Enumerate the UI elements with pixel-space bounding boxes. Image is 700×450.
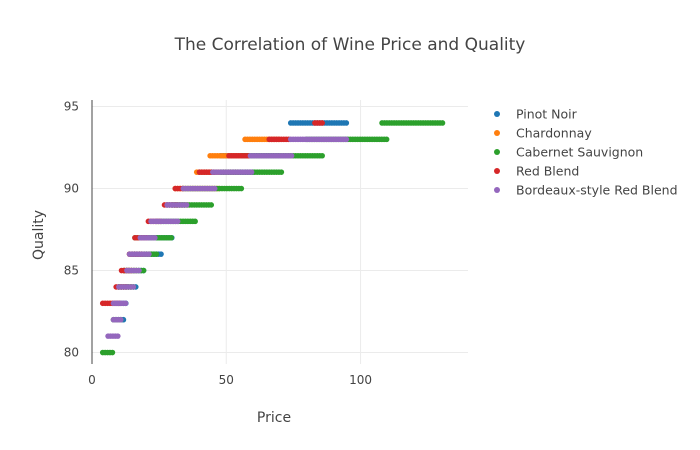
legend-item[interactable]: Pinot Noir (494, 107, 578, 122)
legend-label: Cabernet Sauvignon (516, 145, 643, 160)
series-bordeaux-style-red-blend (105, 136, 350, 339)
data-point (183, 202, 190, 208)
data-point (114, 333, 121, 339)
axis-layer: 0 50 100 80 85 90 95 (64, 100, 372, 387)
grid-layer (92, 100, 468, 364)
data-point (109, 349, 116, 356)
data-point (439, 120, 446, 126)
legend-item[interactable]: Red Blend (494, 164, 579, 179)
data-point (174, 218, 181, 225)
data-point (288, 152, 295, 159)
data-point (130, 284, 137, 290)
legend-label: Red Blend (516, 164, 579, 179)
legend-marker (494, 130, 500, 136)
chart-title: The Correlation of Wine Price and Qualit… (174, 35, 526, 55)
legend-label: Pinot Noir (516, 107, 578, 122)
series-chardonnay (116, 136, 282, 290)
x-tick-label: 100 (349, 373, 372, 387)
data-point (319, 152, 325, 159)
y-axis-title: Quality (31, 210, 47, 260)
legend-item[interactable]: Cabernet Sauvignon (494, 145, 643, 160)
legend: Pinot Noir Chardonnay Cabernet Sauvignon Re… (494, 107, 678, 198)
data-point (343, 136, 350, 143)
data-point (152, 234, 158, 241)
legend-marker (494, 149, 500, 155)
data-point (208, 202, 215, 208)
data-point (117, 316, 124, 323)
y-tick-label: 85 (64, 264, 79, 278)
data-point (140, 267, 147, 274)
y-tick-label: 95 (64, 100, 79, 114)
legend-label: Chardonnay (516, 126, 592, 141)
y-tick-label: 90 (64, 182, 79, 196)
data-point (238, 185, 245, 192)
points-layer (99, 120, 446, 356)
legend-marker (494, 187, 500, 193)
data-point (278, 169, 285, 175)
legend-marker (494, 111, 500, 117)
legend-item[interactable]: Chardonnay (494, 126, 592, 141)
x-axis-title: Price (257, 410, 291, 426)
data-point (153, 251, 160, 257)
data-point (168, 234, 175, 241)
data-point (343, 120, 350, 126)
legend-marker (494, 168, 500, 174)
legend-label: Bordeaux-style Red Blend (516, 183, 678, 198)
data-point (192, 218, 198, 225)
y-tick-label: 80 (64, 346, 79, 360)
data-point (136, 267, 142, 274)
data-point (158, 251, 164, 257)
data-point (248, 169, 255, 175)
data-point (122, 300, 129, 307)
data-point (319, 120, 325, 126)
data-point (383, 136, 390, 143)
legend-item[interactable]: Bordeaux-style Red Blend (494, 183, 678, 198)
x-tick-label: 50 (219, 373, 234, 387)
data-point (211, 185, 218, 192)
data-point (146, 251, 152, 257)
series-red-blend (99, 120, 325, 307)
x-tick-label: 0 (88, 373, 96, 387)
